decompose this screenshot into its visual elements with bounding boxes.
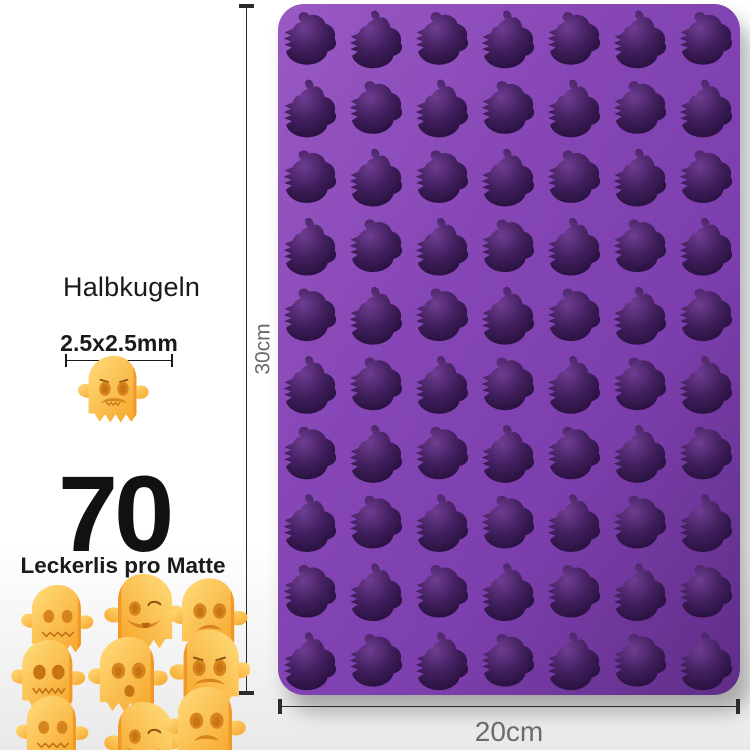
svg-text:30cm: 30cm [252, 323, 275, 374]
